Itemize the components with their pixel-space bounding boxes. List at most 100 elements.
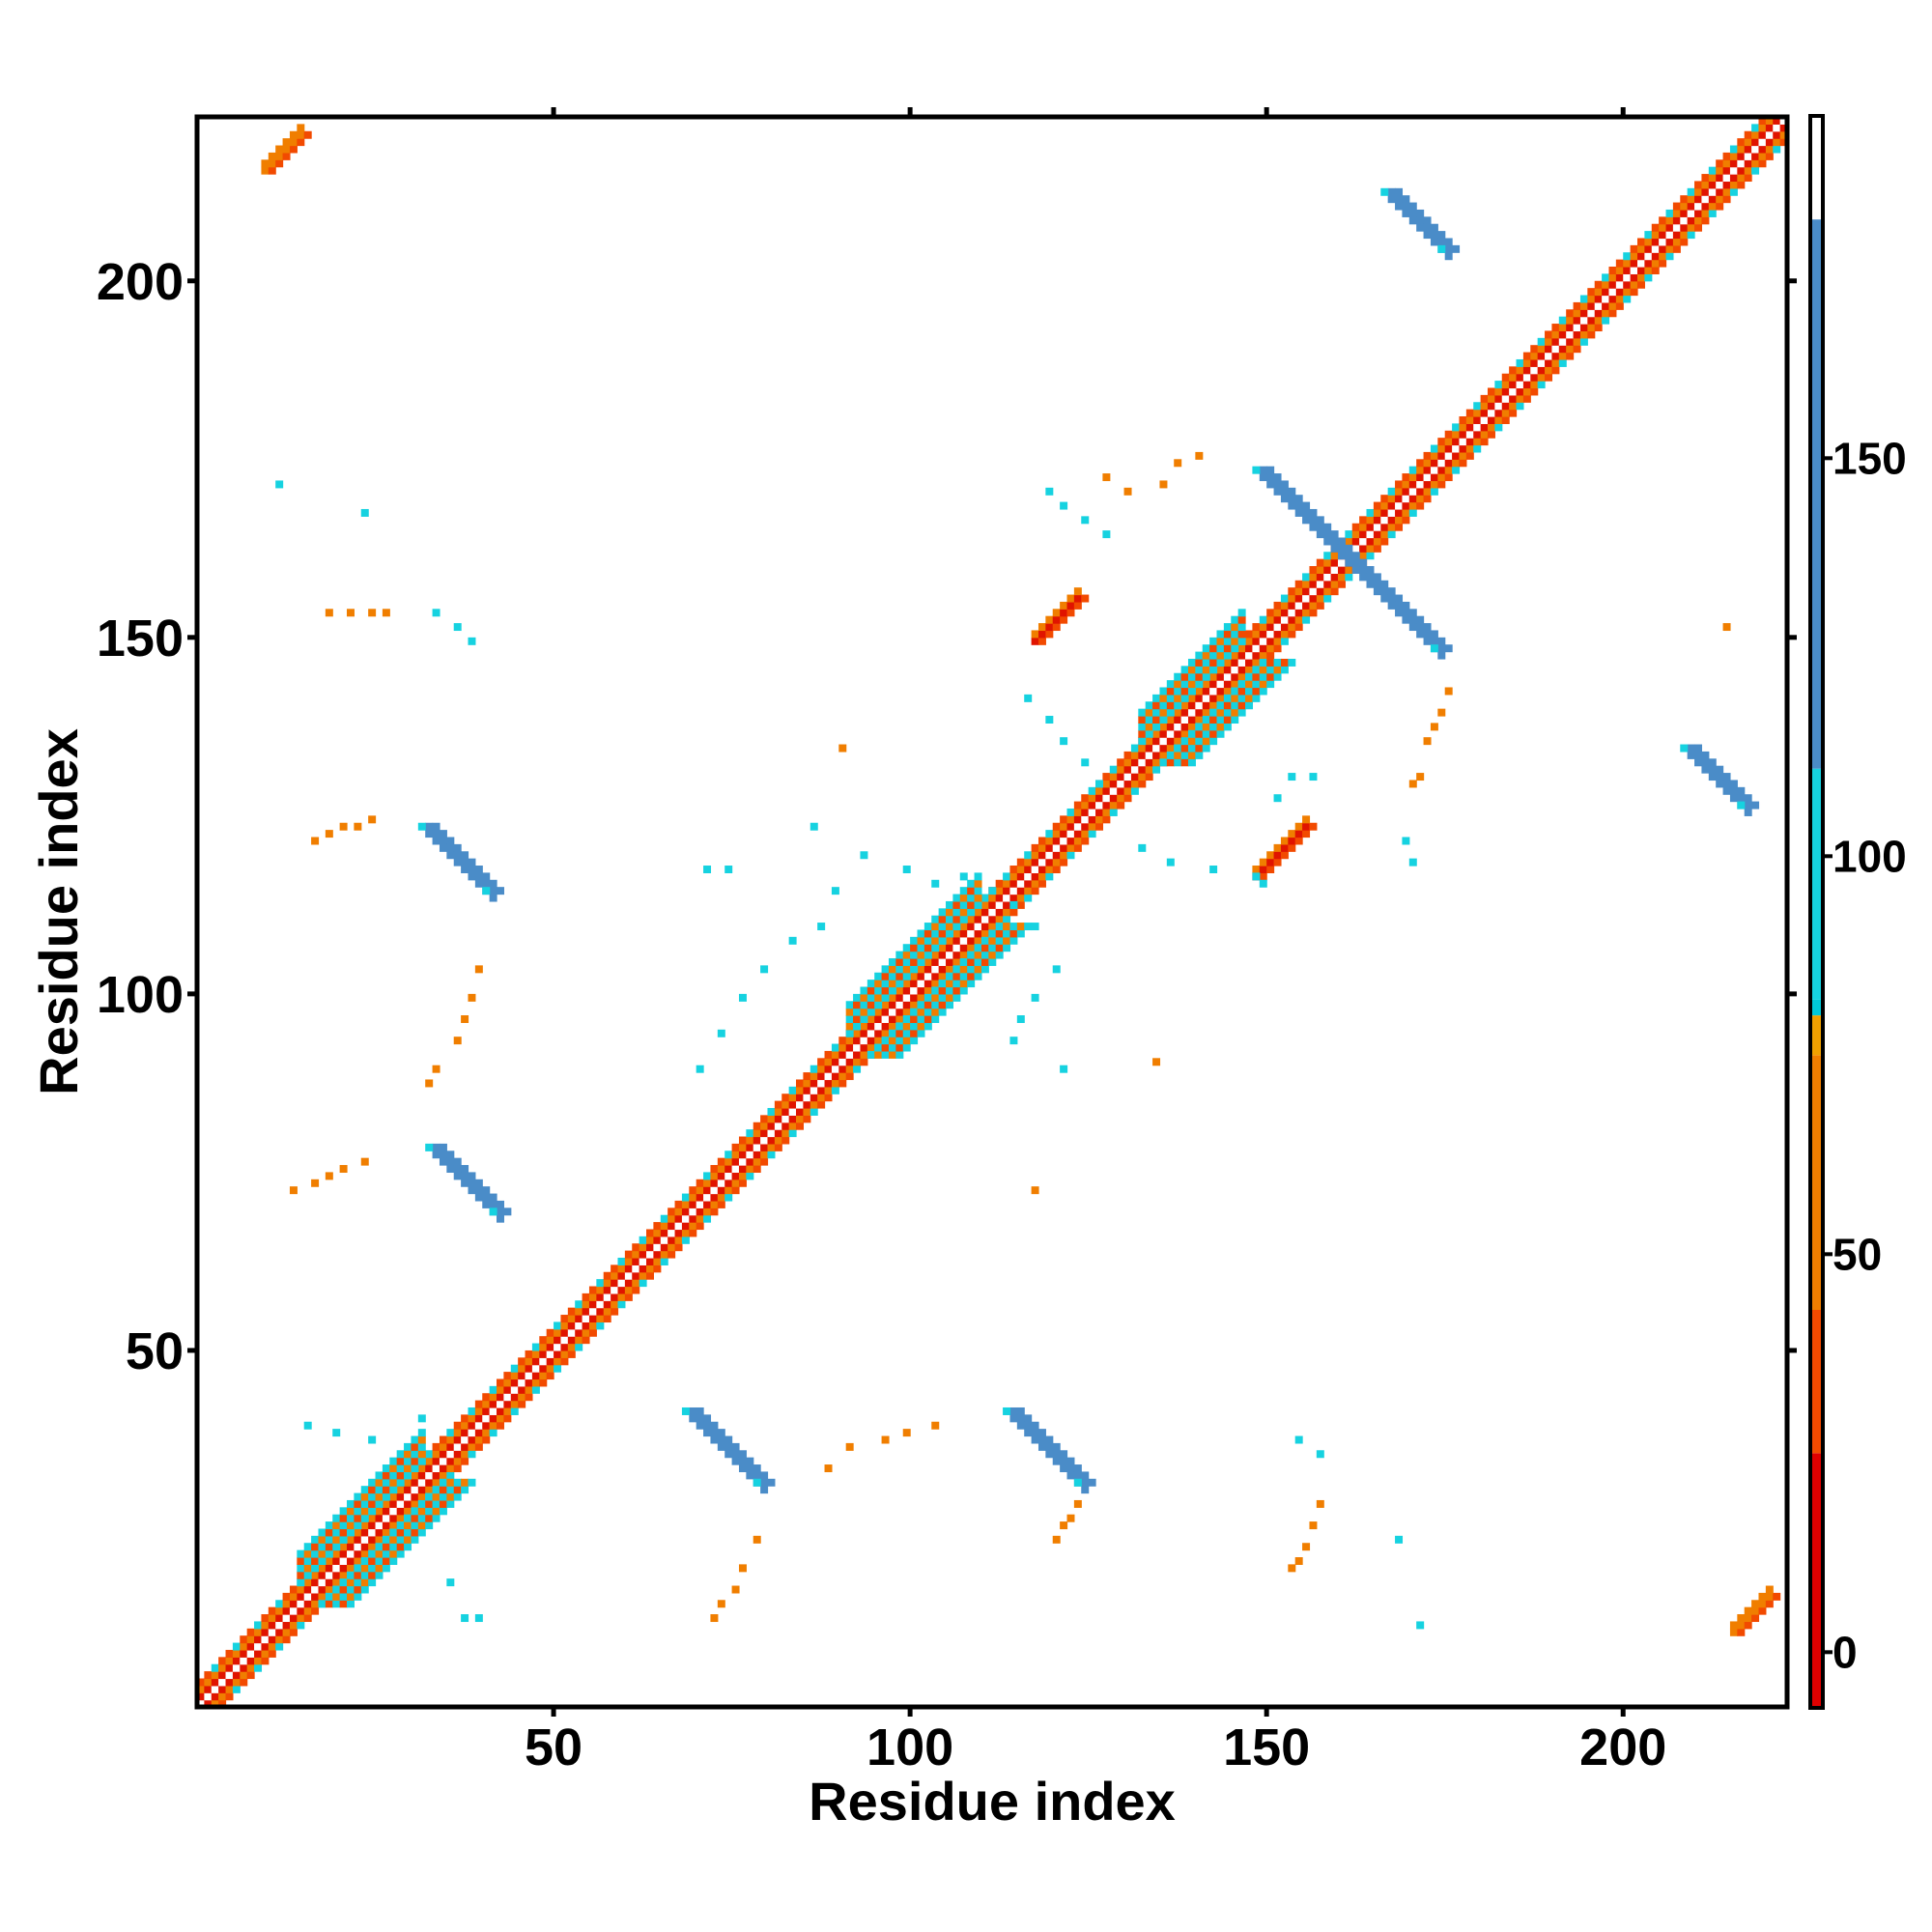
heatmap-cell [1665,238,1674,246]
heatmap-cell [425,1079,434,1088]
heatmap-cell [995,915,1004,923]
heatmap-cell [1003,872,1011,881]
heatmap-cell [703,1179,712,1187]
heatmap-cell [938,929,947,938]
heatmap-cell [404,1499,412,1508]
heatmap-cell [910,944,919,952]
x-axis-label: Residue index [809,1771,1176,1832]
heatmap-cell [318,1535,327,1544]
heatmap-cell [895,986,904,995]
heatmap-cell [746,1457,754,1465]
heatmap-cell [1722,187,1731,196]
heatmap-cell [959,915,968,923]
heatmap-cell [318,1564,327,1573]
heatmap-cell [289,1621,298,1630]
y-tick-label: 200 [97,253,184,311]
heatmap-cell [417,1478,426,1487]
heatmap-cell [1416,473,1425,482]
heatmap-cell [611,1293,619,1301]
heatmap-cell [831,1065,839,1073]
heatmap-cell [1031,923,1039,931]
heatmap-cell [1737,138,1746,147]
heatmap-cell [1509,409,1518,417]
heatmap-cell [895,965,904,974]
heatmap-cell [1031,887,1039,895]
heatmap-cell [1694,744,1703,753]
heatmap-cell [1037,623,1046,632]
heatmap-cell [1159,716,1168,724]
heatmap-cell [703,1193,712,1202]
heatmap-cell [1359,573,1368,582]
heatmap-cell [1180,701,1189,710]
heatmap-cell [1152,694,1161,702]
heatmap-cell [917,965,925,974]
heatmap-cell [417,1486,426,1494]
heatmap-cell [525,1350,533,1358]
heatmap-cell [368,1571,377,1579]
heatmap-cell [1031,858,1039,867]
heatmap-cell [1252,637,1261,645]
heatmap-cell [1045,830,1054,838]
heatmap-cell [668,1214,676,1223]
heatmap-cell [781,1107,790,1116]
heatmap-cell [1266,623,1275,632]
heatmap-cell [1765,124,1774,132]
heatmap-cell [611,1271,619,1280]
heatmap-cell [432,1471,440,1480]
heatmap-cell [1145,716,1153,724]
heatmap-cell [817,923,826,931]
heatmap-cell [931,915,940,923]
heatmap-cell [1701,202,1710,211]
heatmap-cell [1501,381,1510,389]
heatmap-cell [1237,615,1246,624]
heatmap-cell [923,965,932,974]
heatmap-cell [347,1585,355,1594]
heatmap-cell [867,1043,875,1052]
heatmap-cell [1395,480,1404,489]
heatmap-cell [432,1486,440,1494]
heatmap-cell [232,1678,241,1687]
heatmap-cell [1266,651,1275,660]
heatmap-cell [1373,508,1381,517]
heatmap-cell [254,1628,263,1636]
heatmap-cell [1408,508,1417,517]
heatmap-cell [1737,801,1746,810]
heatmap-cell [332,1585,341,1594]
heatmap-cell [681,1200,690,1208]
heatmap-cell [289,1186,298,1195]
heatmap-cell [354,1549,362,1558]
heatmap-cell [1130,780,1139,788]
heatmap-cell [895,1015,904,1024]
heatmap-cell [617,1257,626,1265]
heatmap-cell [1516,366,1524,375]
heatmap-cell [417,1457,426,1465]
heatmap-cell [1174,729,1182,738]
heatmap-cell [339,1571,348,1579]
heatmap-cell [1402,495,1410,503]
heatmap-cell [1623,267,1632,274]
heatmap-cell [774,1136,782,1145]
heatmap-cell [1187,687,1196,696]
heatmap-cell [596,1286,605,1294]
heatmap-cell [1351,530,1360,539]
heatmap-cell [1744,138,1752,147]
heatmap-cell [396,1528,405,1537]
heatmap-cell [446,1471,455,1480]
heatmap-cell [468,872,476,881]
heatmap-cell [967,900,976,909]
heatmap-cell [1294,822,1303,831]
heatmap-cell [1659,223,1667,232]
heatmap-cell [1130,751,1139,759]
heatmap-cell [1729,174,1738,183]
heatmap-cell [895,1001,904,1009]
heatmap-cell [332,1429,341,1437]
heatmap-cell [411,1457,419,1465]
heatmap-cell [1073,1471,1082,1480]
heatmap-cell [1659,238,1667,246]
heatmap-cell [1737,174,1746,183]
heatmap-cell [575,1321,583,1330]
heatmap-cell [1180,744,1189,753]
heatmap-cell [717,1442,725,1451]
heatmap-cell [425,1143,434,1151]
heatmap-cell [332,1578,341,1587]
